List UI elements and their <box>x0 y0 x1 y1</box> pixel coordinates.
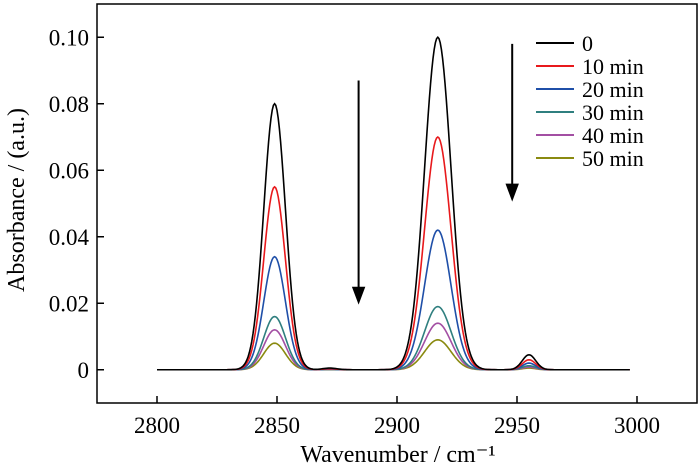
x-tick-label: 2800 <box>134 413 180 438</box>
legend-entry: 50 min <box>536 146 644 171</box>
legend-label: 10 min <box>582 54 644 79</box>
y-tick-label: 0.06 <box>49 158 89 183</box>
y-tick-label: 0.10 <box>49 25 89 50</box>
series-line-0 <box>157 36 630 371</box>
legend-entry: 40 min <box>536 123 644 148</box>
series-line-40-min <box>157 322 630 371</box>
down-arrow-2 <box>505 43 519 202</box>
y-tick-label: 0.08 <box>49 92 89 117</box>
x-tick-label: 3000 <box>614 413 660 438</box>
y-axis-label: Absorbance / (a.u.) <box>4 108 30 292</box>
y-tick-label: 0.04 <box>49 225 90 250</box>
legend-label: 20 min <box>582 77 644 102</box>
x-tick-label: 2950 <box>494 413 540 438</box>
series-line-50-min <box>157 339 630 371</box>
legend-entry: 10 min <box>536 54 644 79</box>
series-lines <box>157 36 630 371</box>
legend-entry: 30 min <box>536 100 644 125</box>
legend-entry: 20 min <box>536 77 644 102</box>
x-tick-label: 2900 <box>374 413 420 438</box>
legend-label: 0 <box>582 31 593 56</box>
legend-label: 30 min <box>582 100 644 125</box>
down-arrow-1 <box>351 80 366 305</box>
legend-label: 40 min <box>582 123 644 148</box>
series-line-10-min <box>157 135 630 371</box>
series-line-20-min <box>157 229 630 371</box>
legend-entry: 0 <box>536 31 593 56</box>
y-axis: 0 0.02 0.04 0.06 0.08 0.10 <box>49 25 104 383</box>
x-tick-label: 2850 <box>254 413 300 438</box>
y-tick-label: 0.02 <box>49 291 89 316</box>
x-axis: 2800 2850 2900 2950 3000 <box>134 396 660 438</box>
series-line-30-min <box>157 305 630 371</box>
y-tick-label: 0 <box>78 358 90 383</box>
trend-arrows <box>351 43 519 305</box>
x-axis-label: Wavenumber / cm⁻¹ <box>300 442 495 465</box>
legend-label: 50 min <box>582 146 644 171</box>
